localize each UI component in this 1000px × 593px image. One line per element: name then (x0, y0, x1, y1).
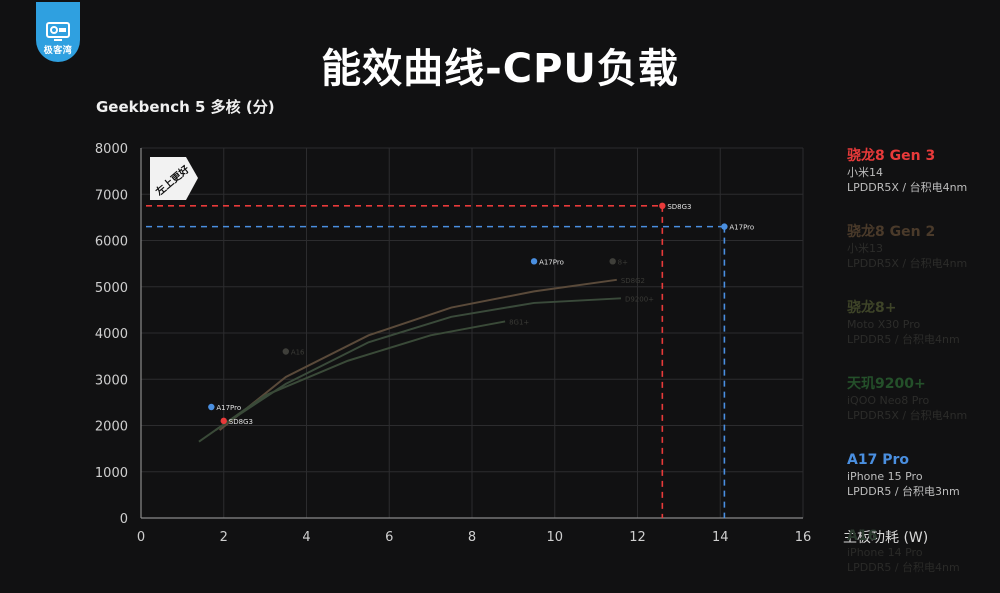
x-tick-label: 14 (712, 530, 729, 545)
data-point (721, 223, 728, 230)
x-tick-label: 8 (468, 530, 476, 545)
legend-item: 天玑9200+ iQOO Neo8 Pro LPDDR5X / 台积电4nm (847, 375, 997, 451)
legend-device: 小米13 (847, 242, 883, 255)
x-tick-label: 6 (385, 530, 393, 545)
monitor-icon (46, 22, 70, 41)
x-tick-label: 10 (546, 530, 563, 545)
data-point (220, 417, 227, 425)
legend-device: 小米14 (847, 166, 883, 179)
legend-spec: LPDDR5X / 台积电4nm (847, 181, 968, 194)
channel-logo: 极客湾 (36, 2, 80, 62)
point-label: A17Pro (539, 258, 564, 266)
legend-device: iPhone 15 Pro (847, 470, 923, 483)
legend-chip-name: 骁龙8+ (847, 300, 897, 316)
y-tick-label: 7000 (95, 188, 128, 203)
curve-label: SD8G2 (621, 277, 645, 285)
data-point (208, 403, 215, 411)
legend-chip-name: 骁龙8 Gen 3 (847, 148, 936, 164)
curve-label: D9200+ (625, 295, 654, 303)
data-point (659, 202, 666, 210)
y-tick-label: 0 (120, 512, 128, 527)
point-label: SD8G3 (667, 203, 691, 211)
data-point (282, 348, 290, 355)
legend-item: 骁龙8+ Moto X30 Pro LPDDR5 / 台积电4nm (847, 299, 997, 375)
legend-item: 骁龙8 Gen 2 小米13 LPDDR5X / 台积电4nm (847, 223, 997, 299)
legend-chip-name: A17 Pro (847, 452, 909, 468)
y-tick-label: 8000 (95, 142, 128, 157)
point-label: SD8G3 (229, 418, 253, 426)
page-title: 能效曲线-CPU负载 (321, 46, 679, 92)
legend: 骁龙8 Gen 3 小米14 LPDDR5X / 台积电4nm 骁龙8 Gen 2 小米… (847, 147, 997, 593)
legend-spec: LPDDR5X / 台积电4nm (847, 257, 968, 270)
point-label: A16 (291, 349, 305, 357)
curve-line (198, 320, 506, 443)
legend-spec: LPDDR5X / 台积电4nm (847, 409, 968, 422)
y-tick-label: 6000 (95, 235, 128, 250)
x-tick-label: 12 (629, 530, 646, 545)
legend-chip-name: A16 (847, 528, 878, 544)
x-tick-label: 16 (795, 530, 812, 545)
legend-chip-name: 天玑9200+ (847, 376, 926, 392)
point-label: 8+ (618, 258, 628, 266)
legend-device: iPhone 14 Pro (847, 546, 923, 559)
curve-line (218, 278, 617, 431)
y-tick-label: 2000 (95, 420, 128, 435)
y-tick-label: 3000 (95, 373, 128, 388)
y-axis-label: Geekbench 5 多核 (分) (96, 98, 275, 116)
y-tick-label: 4000 (95, 327, 128, 342)
point-label: A17Pro (729, 224, 754, 232)
legend-item: 骁龙8 Gen 3 小米14 LPDDR5X / 台积电4nm (847, 147, 997, 223)
badge-shape (150, 157, 198, 200)
legend-device: iQOO Neo8 Pro (847, 394, 930, 407)
data-point (609, 258, 616, 265)
x-axis-label: 主板功耗 (W) (843, 530, 929, 546)
legend-chip-name: 骁龙8 Gen 2 (847, 224, 936, 240)
y-tick-label: 1000 (95, 466, 128, 481)
x-tick-label: 4 (302, 530, 310, 545)
data-point (530, 258, 538, 265)
y-tick-label: 5000 (95, 281, 128, 296)
x-tick-label: 0 (137, 530, 145, 545)
legend-item: A16 iPhone 14 Pro LPDDR5 / 台积电4nm (847, 527, 997, 593)
legend-item: A17 Pro iPhone 15 Pro LPDDR5 / 台积电3nm (847, 451, 997, 527)
logo-text: 极客湾 (43, 46, 73, 56)
x-tick-label: 2 (220, 530, 228, 545)
legend-device: Moto X30 Pro (847, 318, 921, 331)
legend-spec: LPDDR5 / 台积电4nm (847, 333, 960, 346)
point-label: A17Pro (216, 404, 241, 412)
legend-spec: LPDDR5 / 台积电3nm (847, 485, 960, 498)
legend-spec: LPDDR5 / 台积电4nm (847, 561, 960, 574)
better-badge: 左上更好 (150, 157, 198, 200)
curve-label: 8G1+ (509, 318, 529, 326)
